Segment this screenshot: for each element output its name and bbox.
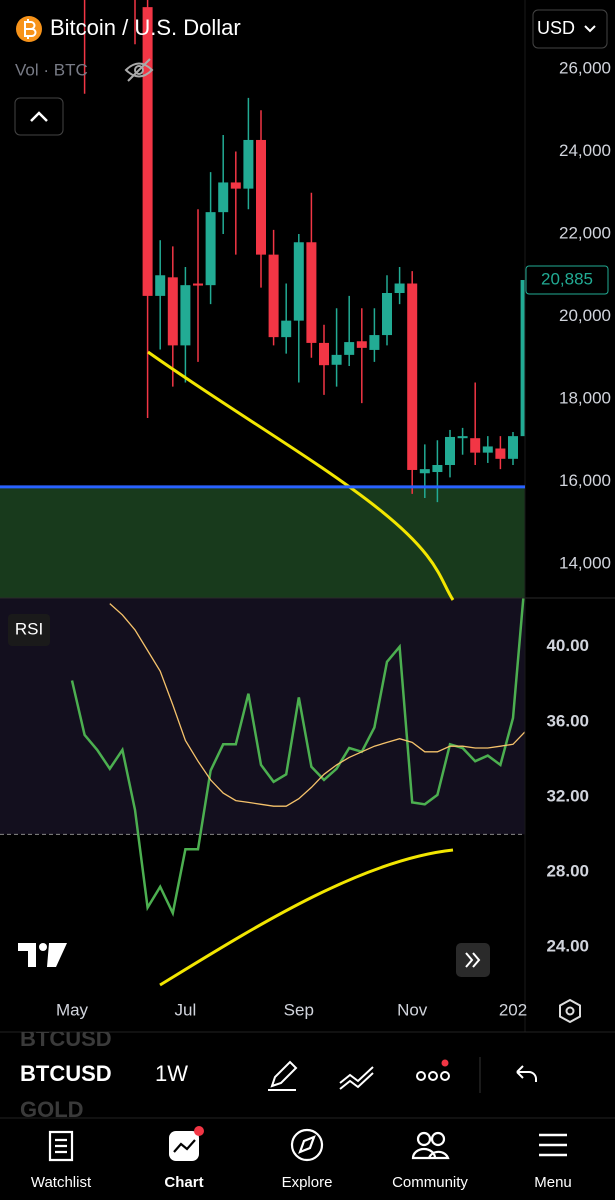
nav-label[interactable]: Chart [164, 1174, 203, 1191]
y-tick-label: 18,000 [559, 388, 611, 407]
candle-body [331, 354, 342, 365]
price-pane [0, 0, 525, 598]
y-tick-label: 24,000 [559, 141, 611, 160]
y-tick-label: 28.00 [546, 861, 589, 880]
nav-label[interactable]: Menu [534, 1174, 572, 1191]
last-price-label: 20,885 [541, 269, 593, 288]
community-icon [411, 1131, 450, 1160]
y-tick-label: 16,000 [559, 471, 611, 490]
toolbar-symbol[interactable]: BTCUSD [20, 1061, 112, 1086]
rsi-lines [70, 598, 525, 918]
symbol-list: BTCUSD GOLD [20, 1026, 112, 1122]
drawn-trendline [159, 848, 454, 987]
candle-body [256, 139, 266, 255]
y-tick-label: 20,000 [559, 306, 611, 325]
trend-tool[interactable] [339, 1066, 374, 1090]
candle-body [407, 283, 418, 470]
support-zone [0, 486, 525, 598]
y-tick-label: 26,000 [559, 58, 611, 77]
y-tick-label: 24.00 [546, 936, 589, 955]
currency-button[interactable] [532, 9, 608, 49]
watchlist-icon [48, 1130, 74, 1162]
candle-body [180, 285, 191, 346]
candle-body [243, 139, 254, 189]
list-symbol[interactable]: GOLD [20, 1097, 84, 1122]
symbol-title: Bitcoin / U.S. Dollar [50, 15, 241, 40]
nav-label[interactable]: Watchlist [31, 1174, 92, 1191]
volume-label: Vol · BTC [15, 60, 88, 79]
candle-body [268, 254, 279, 338]
list-symbol[interactable]: BTCUSD [20, 1026, 112, 1051]
candle-body [230, 182, 241, 189]
scroll-icon [465, 952, 481, 968]
y-tick-label: 14,000 [559, 553, 611, 572]
candle-body [394, 283, 405, 293]
tradingview-logo [18, 943, 67, 967]
last-price-box [525, 265, 609, 295]
toolbar-interval[interactable]: 1W [155, 1061, 188, 1086]
drawing-tool[interactable] [268, 1060, 298, 1091]
candle-body [167, 277, 178, 346]
settings-icon-center [565, 1006, 575, 1016]
undo-button[interactable] [516, 1065, 537, 1082]
dropdown-icon [584, 25, 596, 33]
y-tick-label: 36.00 [546, 711, 589, 730]
nav-label[interactable]: Community [392, 1174, 468, 1191]
candle-body [482, 446, 493, 453]
x-tick-label: May [56, 1000, 89, 1019]
rsi-pane [0, 598, 525, 835]
indicator-badge[interactable] [8, 614, 50, 646]
rsi-line [70, 598, 525, 918]
drawn-trendline [147, 350, 455, 601]
x-tick-label: Jul [175, 1000, 197, 1019]
candle-body [520, 280, 525, 437]
chart-icon [169, 1126, 204, 1161]
candle-body [432, 465, 443, 473]
menu-icon [539, 1133, 567, 1157]
candle-body [155, 275, 166, 296]
candle-body [457, 436, 468, 439]
candle-body [470, 438, 481, 453]
collapse-icon [30, 111, 48, 122]
settings-icon[interactable] [559, 998, 581, 1024]
candle-body [508, 436, 518, 459]
y-tick-label: 40.00 [546, 636, 589, 655]
candle-body [205, 212, 216, 286]
hide-icon[interactable] [124, 58, 154, 82]
candle-body [306, 242, 317, 343]
candle-body [382, 292, 392, 336]
currency-label: USD [537, 18, 575, 38]
candle-body [369, 335, 380, 350]
collapse-button[interactable] [14, 97, 64, 136]
candle-body [419, 469, 430, 474]
y-tick-label: 32.00 [546, 786, 589, 805]
candle-body [495, 448, 506, 459]
nav-bar: Watchlist Chart Explore Community Menu [31, 1174, 572, 1191]
candle-body [356, 341, 367, 348]
x-tick-label: Sep [284, 1000, 314, 1019]
nav-label[interactable]: Explore [282, 1174, 333, 1191]
x-tick-label: Nov [397, 1000, 428, 1019]
candle-body [281, 320, 292, 338]
x-tick-label: 202 [499, 1000, 527, 1019]
indicators-tool[interactable] [416, 1059, 450, 1081]
candle-body [218, 182, 229, 213]
candle-body [193, 283, 203, 286]
candle-body [445, 436, 455, 466]
candle-body [293, 242, 304, 321]
y-tick-label: 22,000 [559, 223, 611, 242]
rsi-upper-band [0, 598, 525, 835]
candle-body [142, 7, 153, 296]
candle-body [319, 342, 329, 366]
indicator-title: RSI [15, 619, 43, 638]
explore-icon [290, 1128, 324, 1162]
bitcoin-glyph [24, 19, 37, 39]
candle-body [344, 342, 355, 355]
rsi-line [109, 603, 525, 807]
